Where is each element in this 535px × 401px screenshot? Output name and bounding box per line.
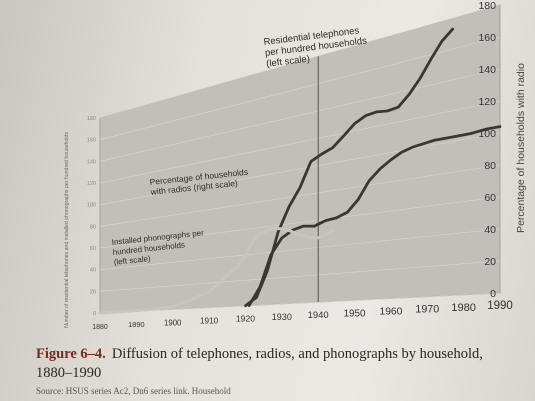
- x-tick-label: 1960: [379, 306, 402, 317]
- x-axis-ticks: 1880 1890 1900 1910 1920 1930 1940 1950 1960 1970…: [92, 300, 513, 331]
- left-tick-label: 160: [87, 138, 96, 144]
- diffusion-chart: 0 20 40 60 80 100 120 140 160 180 0 20 40 60 80 100 120…: [64, 0, 527, 331]
- grid-line-20: [99, 260, 501, 292]
- figure-label: Figure 6–4.: [36, 346, 106, 362]
- x-tick-label: 1950: [344, 308, 366, 319]
- right-tick-label: 120: [478, 96, 496, 108]
- series-phonographs: [98, 226, 335, 315]
- grid-line-140: [99, 68, 501, 162]
- grid-line-40: [99, 228, 501, 270]
- right-axis-ticks: 0 20 40 60 80 100 120 140 160 180: [478, 0, 496, 300]
- annotation-telephones-line3: (left scale): [266, 54, 311, 70]
- series-layer: [98, 27, 502, 315]
- grid-line-60: [99, 196, 501, 249]
- x-tick-label: 1940: [308, 310, 329, 321]
- left-tick-label: 80: [90, 224, 96, 230]
- left-tick-label: 140: [87, 159, 96, 165]
- right-axis-label: Percentage of households with radio: [515, 63, 527, 233]
- grid-line-80: [99, 164, 501, 227]
- right-tick-label: 20: [484, 256, 496, 268]
- left-tick-label: 0: [93, 311, 96, 317]
- right-tick-label: 160: [478, 32, 496, 44]
- annotation-phonographs-line3: (left scale): [113, 254, 151, 267]
- x-tick-label: 1880: [92, 324, 108, 331]
- figure-caption: Figure 6–4. Diffusion of telephones, radi…: [36, 345, 516, 383]
- grid-line-100: [99, 132, 501, 205]
- right-tick-label: 60: [484, 192, 496, 204]
- left-axis-ticks: 0 20 40 60 80 100 120 140 160 180: [87, 116, 96, 317]
- left-tick-label: 180: [87, 116, 96, 122]
- grid-line-0: [99, 292, 501, 314]
- x-tick-label: 1990: [487, 300, 513, 312]
- left-tick-label: 40: [90, 268, 96, 274]
- left-axis-label: Number of residential telephones and ins…: [64, 132, 70, 328]
- right-tick-label: 80: [484, 160, 496, 172]
- x-tick-label: 1980: [451, 302, 476, 314]
- left-tick-label: 120: [87, 181, 96, 187]
- left-tick-label: 20: [90, 289, 96, 295]
- grid-line-120: [99, 100, 501, 184]
- grid-line-180: [99, 4, 501, 119]
- left-tick-label: 60: [90, 246, 96, 252]
- series-radios: [247, 125, 502, 307]
- figure-caption-text: Diffusion of telephones, radios, and pho…: [36, 346, 483, 381]
- right-tick-label: 40: [484, 224, 496, 236]
- left-tick-label: 100: [87, 203, 96, 209]
- figure-source: Source: HSUS series Ac2, Dn6 series link…: [36, 386, 231, 396]
- right-tick-label: 100: [478, 128, 496, 140]
- right-tick-label: 180: [478, 0, 496, 12]
- right-tick-label: 140: [478, 64, 496, 76]
- x-tick-label: 1970: [415, 304, 439, 316]
- x-tick-label: 1910: [200, 317, 219, 326]
- x-tick-label: 1890: [128, 320, 144, 329]
- x-tick-label: 1930: [272, 312, 292, 322]
- x-tick-label: 1900: [164, 318, 182, 327]
- x-tick-label: 1920: [236, 314, 255, 324]
- right-tick-label: 0: [490, 288, 496, 300]
